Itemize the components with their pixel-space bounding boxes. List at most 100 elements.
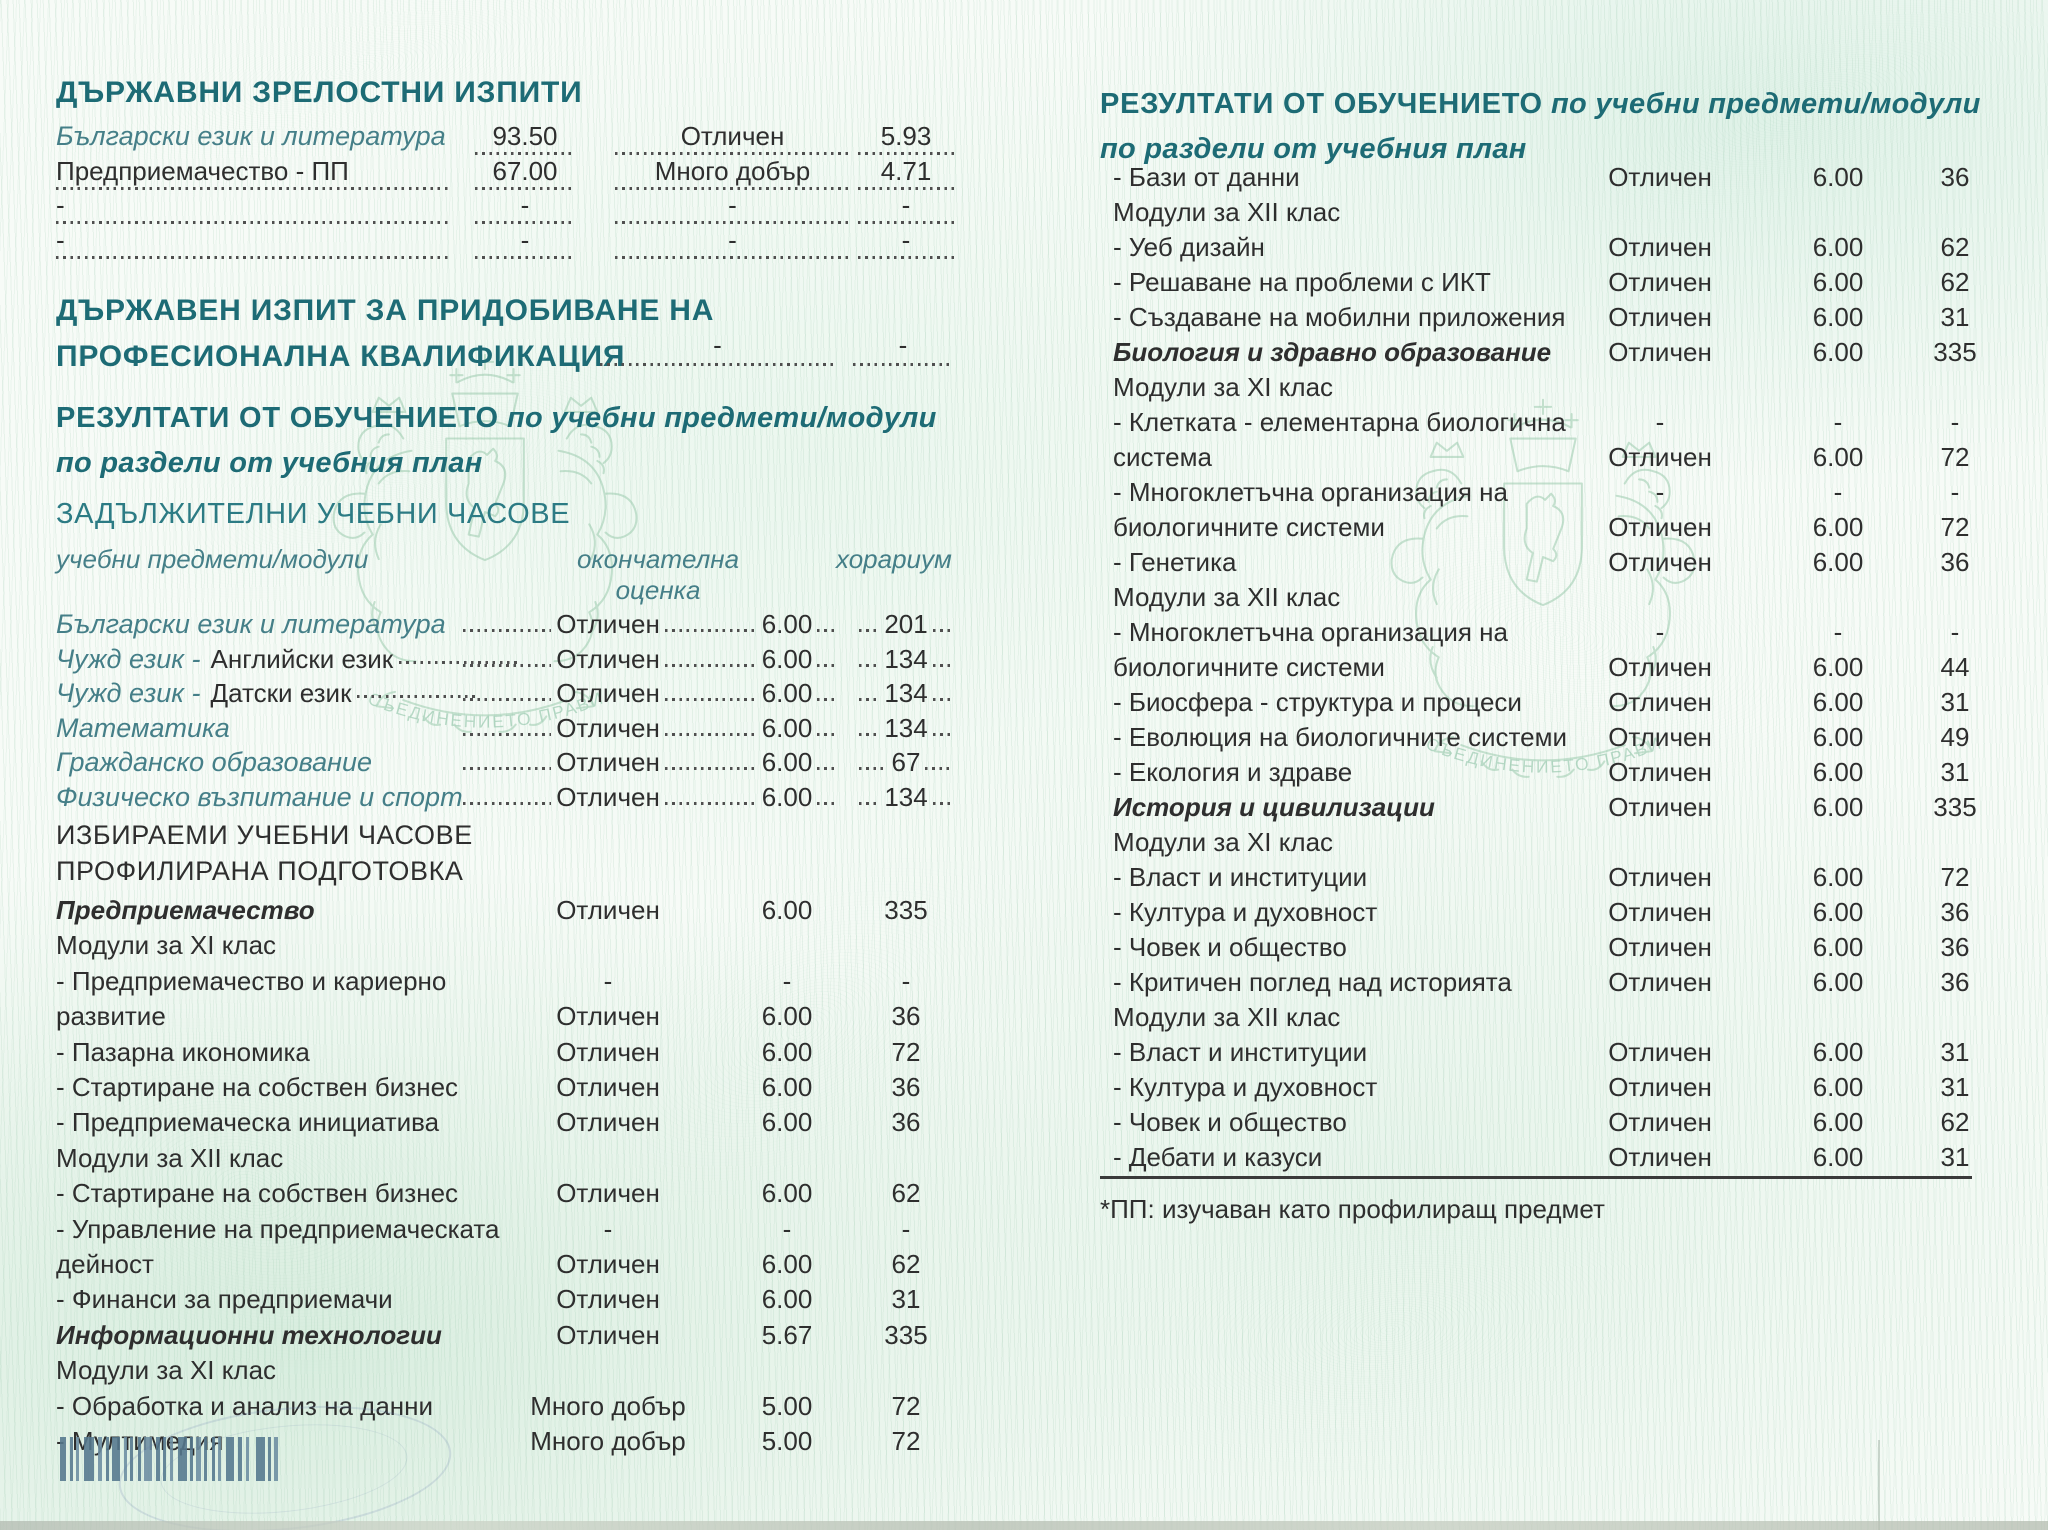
- result-score: 6.00: [1812, 1037, 1864, 1067]
- result-row: система Отличен 6.00 72: [1090, 443, 2038, 473]
- result-row: - Многоклетъчна организация на - - -: [1090, 478, 2038, 508]
- result-score: 6.00: [1812, 862, 1864, 892]
- dzi-row: Български език и литература 93.50 Отличе…: [38, 122, 968, 155]
- mandatory-hours: 201: [854, 610, 958, 638]
- result-row: - Култура и духовност Отличен 6.00 36: [1090, 898, 2038, 928]
- result-score: 6.00: [1812, 722, 1864, 752]
- mandatory-subject-preprinted: Чужд език -: [56, 678, 201, 708]
- result-subject: - Бази от данни: [1113, 162, 1300, 192]
- result-subject: биологичните системи: [1113, 512, 1385, 542]
- elective-row: - Стартиране на собствен бизнес Отличен …: [38, 1179, 968, 1209]
- result-grade: Отличен: [1608, 862, 1712, 892]
- dzi-grade-word: -: [615, 226, 850, 259]
- mandatory-score: 6.00: [732, 714, 842, 742]
- result-subject: Модули за XII клас: [1113, 582, 1341, 612]
- result-row: - Клетката - елементарна биологична - - …: [1090, 408, 2038, 438]
- elective-score: 5.00: [761, 1426, 813, 1456]
- result-subject: - Клетката - елементарна биологична: [1113, 407, 1566, 437]
- mandatory-hours: 67: [854, 748, 958, 776]
- result-hours: 31: [1940, 1037, 1970, 1067]
- mandatory-subject-filled: Английски език: [210, 643, 394, 674]
- result-row: - Бази от данни Отличен 6.00 36: [1090, 163, 2038, 193]
- elective-score: -: [782, 1213, 792, 1244]
- mandatory-subject: Математика: [56, 714, 458, 742]
- mandatory-score: 6.00: [732, 748, 842, 776]
- dzi-score: 93.50: [475, 122, 575, 155]
- result-score: -: [1833, 407, 1843, 437]
- result-grade: Отличен: [1608, 267, 1712, 297]
- result-score: 6.00: [1812, 967, 1864, 997]
- elective-row: Информационни технологии Отличен 5.67 33…: [38, 1321, 968, 1351]
- mandatory-subject: Гражданско образование: [56, 748, 458, 776]
- result-score: 6.00: [1812, 162, 1864, 192]
- result-hours: 44: [1940, 652, 1970, 682]
- elective-row: Модули за XII клас: [38, 1144, 968, 1174]
- result-grade: Отличен: [1608, 967, 1712, 997]
- result-grade: Отличен: [1608, 162, 1712, 192]
- elective-hours: -: [901, 1213, 911, 1244]
- result-grade: Отличен: [1608, 652, 1712, 682]
- result-hours: 335: [1933, 337, 1977, 367]
- result-score: 6.00: [1812, 1142, 1864, 1172]
- elective-hours: 72: [891, 1036, 921, 1067]
- elective-subject: - Пазарна икономика: [56, 1036, 310, 1067]
- training-results-title-rest: по учебни предмети/модули: [506, 402, 937, 434]
- elective-score: 6.00: [761, 1178, 813, 1209]
- mandatory-subject-preprinted: Математика: [56, 712, 230, 743]
- result-score: 6.00: [1812, 442, 1864, 472]
- elective-hours: 31: [891, 1284, 921, 1315]
- elective-hours: 335: [884, 895, 928, 925]
- dzi-grade-word: Отличен: [615, 122, 850, 155]
- result-row: - Решаване на проблеми с ИКТ Отличен 6.0…: [1090, 268, 2038, 298]
- elective-row: Модули за XI клас: [38, 1356, 968, 1386]
- elective-grade: Отличен: [556, 1319, 660, 1350]
- result-row: - Екология и здраве Отличен 6.00 31: [1090, 758, 2038, 788]
- elective-row: - Управление на предприемаческата - - -: [38, 1215, 968, 1245]
- mandatory-subject-preprinted: Гражданско образование: [56, 747, 372, 777]
- result-hours: 335: [1933, 792, 1977, 822]
- mandatory-score: 6.00: [732, 783, 842, 811]
- result-hours: 36: [1940, 932, 1970, 962]
- result-grade: Отличен: [1608, 792, 1712, 822]
- mandatory-row: Гражданско образование Отличен 6.00 67: [38, 748, 968, 778]
- dzi-grade-value: 4.71: [858, 157, 954, 190]
- mandatory-row: Чужд език - Датски език Отличен 6.00 134: [38, 679, 968, 709]
- result-row: - Многоклетъчна организация на - - -: [1090, 618, 2038, 648]
- dzi-grade-value: -: [858, 191, 954, 224]
- mandatory-score: 6.00: [732, 679, 842, 707]
- result-grade: Отличен: [1608, 722, 1712, 752]
- qualification-exam-title-line2: ПРОФЕСИОНАЛНА КВАЛИФИКАЦИЯ: [56, 340, 626, 373]
- result-row: - Еволюция на биологичните системи Отлич…: [1090, 723, 2038, 753]
- result-subject: Модули за XII клас: [1113, 1002, 1341, 1032]
- section-title-profile-preparation: ПРОФИЛИРАНА ПОДГОТОВКА: [56, 856, 464, 886]
- mandatory-grade: Отличен: [458, 645, 758, 673]
- result-row: - Дебати и казуси Отличен 6.00 31: [1090, 1143, 2038, 1173]
- result-score: 6.00: [1812, 232, 1864, 262]
- elective-grade: Отличен: [556, 1036, 660, 1067]
- result-row: - Човек и общество Отличен 6.00 36: [1090, 933, 2038, 963]
- dzi-results-table: Български език и литература 93.50 Отличе…: [38, 122, 968, 292]
- elective-score: 5.00: [761, 1390, 813, 1421]
- training-results-title-rest: по учебни предмети/модули: [1550, 88, 1981, 120]
- result-score: 6.00: [1812, 757, 1864, 787]
- elective-hours: 36: [891, 1107, 921, 1138]
- result-score: 6.00: [1812, 897, 1864, 927]
- result-hours: 31: [1940, 302, 1970, 332]
- elective-hours: 36: [891, 1072, 921, 1102]
- result-hours: 31: [1940, 757, 1970, 787]
- result-subject: - Власт и институции: [1113, 1037, 1368, 1067]
- mandatory-grade: Отличен: [458, 714, 758, 742]
- result-subject: - Еволюция на биологичните системи: [1113, 722, 1568, 752]
- mandatory-subject-preprinted: Чужд език -: [56, 643, 201, 674]
- result-grade: Отличен: [1608, 547, 1712, 577]
- elective-subject: - Предприемаческа инициатива: [56, 1107, 440, 1138]
- elective-grade: Отличен: [556, 1001, 660, 1032]
- result-subject: - Генетика: [1113, 547, 1237, 577]
- result-hours: 62: [1940, 267, 1970, 297]
- result-hours: 36: [1940, 547, 1970, 577]
- result-score: 6.00: [1812, 792, 1864, 822]
- mandatory-row: Чужд език - Английски език Отличен 6.00 1…: [38, 645, 968, 675]
- section-title-qualification-exam: ДЪРЖАВЕН ИЗПИТ ЗА ПРИДОБИВАНЕ НА ПРОФЕСИ…: [56, 288, 714, 380]
- elective-hours: 62: [891, 1178, 921, 1209]
- training-results-table: - Бази от данни Отличен 6.00 36 Модули з…: [1090, 163, 2038, 1193]
